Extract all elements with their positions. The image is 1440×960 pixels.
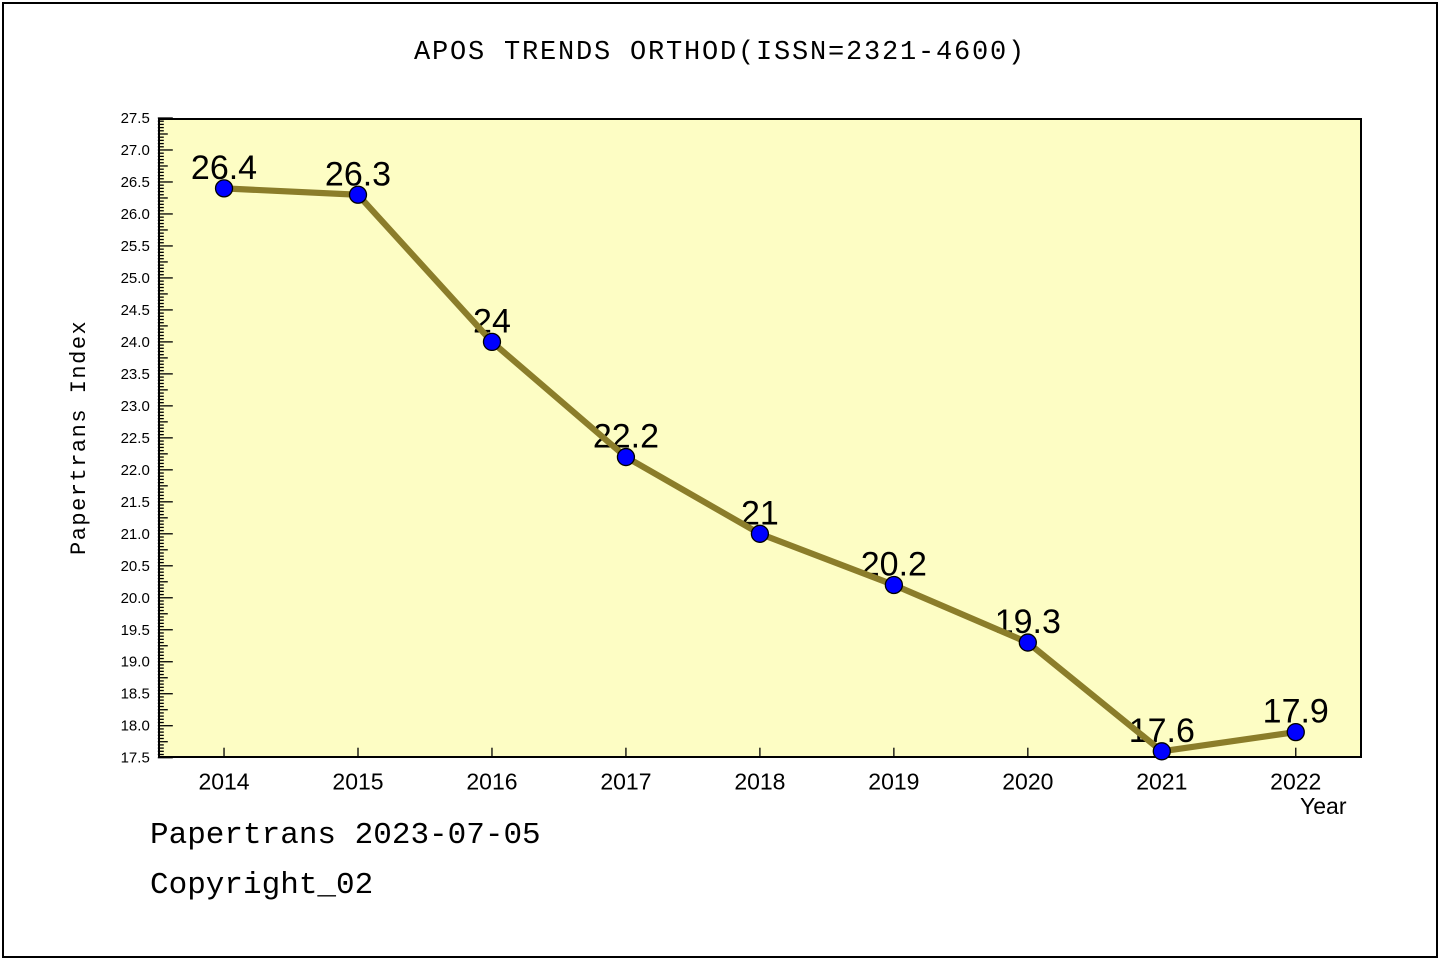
svg-text:27.5: 27.5 [121, 110, 150, 127]
svg-text:20.5: 20.5 [121, 558, 150, 575]
svg-text:2015: 2015 [332, 769, 383, 795]
svg-text:2022: 2022 [1270, 769, 1321, 795]
svg-text:27.0: 27.0 [121, 142, 150, 159]
svg-text:2020: 2020 [1002, 769, 1053, 795]
svg-text:2019: 2019 [868, 769, 919, 795]
svg-text:24.5: 24.5 [121, 302, 150, 319]
svg-text:2018: 2018 [734, 769, 785, 795]
svg-text:18.0: 18.0 [121, 718, 150, 735]
svg-text:19.0: 19.0 [121, 654, 150, 671]
svg-text:25.0: 25.0 [121, 270, 150, 287]
svg-text:2017: 2017 [600, 769, 651, 795]
svg-text:20.0: 20.0 [121, 590, 150, 607]
svg-text:2014: 2014 [198, 769, 249, 795]
svg-text:19.5: 19.5 [121, 622, 150, 639]
svg-text:23.5: 23.5 [121, 366, 150, 383]
svg-text:22.0: 22.0 [121, 462, 150, 479]
svg-text:24.0: 24.0 [121, 334, 150, 351]
svg-text:17.5: 17.5 [121, 750, 150, 767]
svg-text:26.5: 26.5 [121, 174, 150, 191]
svg-text:26.0: 26.0 [121, 206, 150, 223]
svg-text:23.0: 23.0 [121, 398, 150, 415]
svg-text:25.5: 25.5 [121, 238, 150, 255]
svg-text:21.0: 21.0 [121, 526, 150, 543]
svg-text:18.5: 18.5 [121, 686, 150, 703]
svg-text:21.5: 21.5 [121, 494, 150, 511]
svg-text:22.5: 22.5 [121, 430, 150, 447]
svg-text:2016: 2016 [466, 769, 517, 795]
svg-text:2021: 2021 [1136, 769, 1187, 795]
